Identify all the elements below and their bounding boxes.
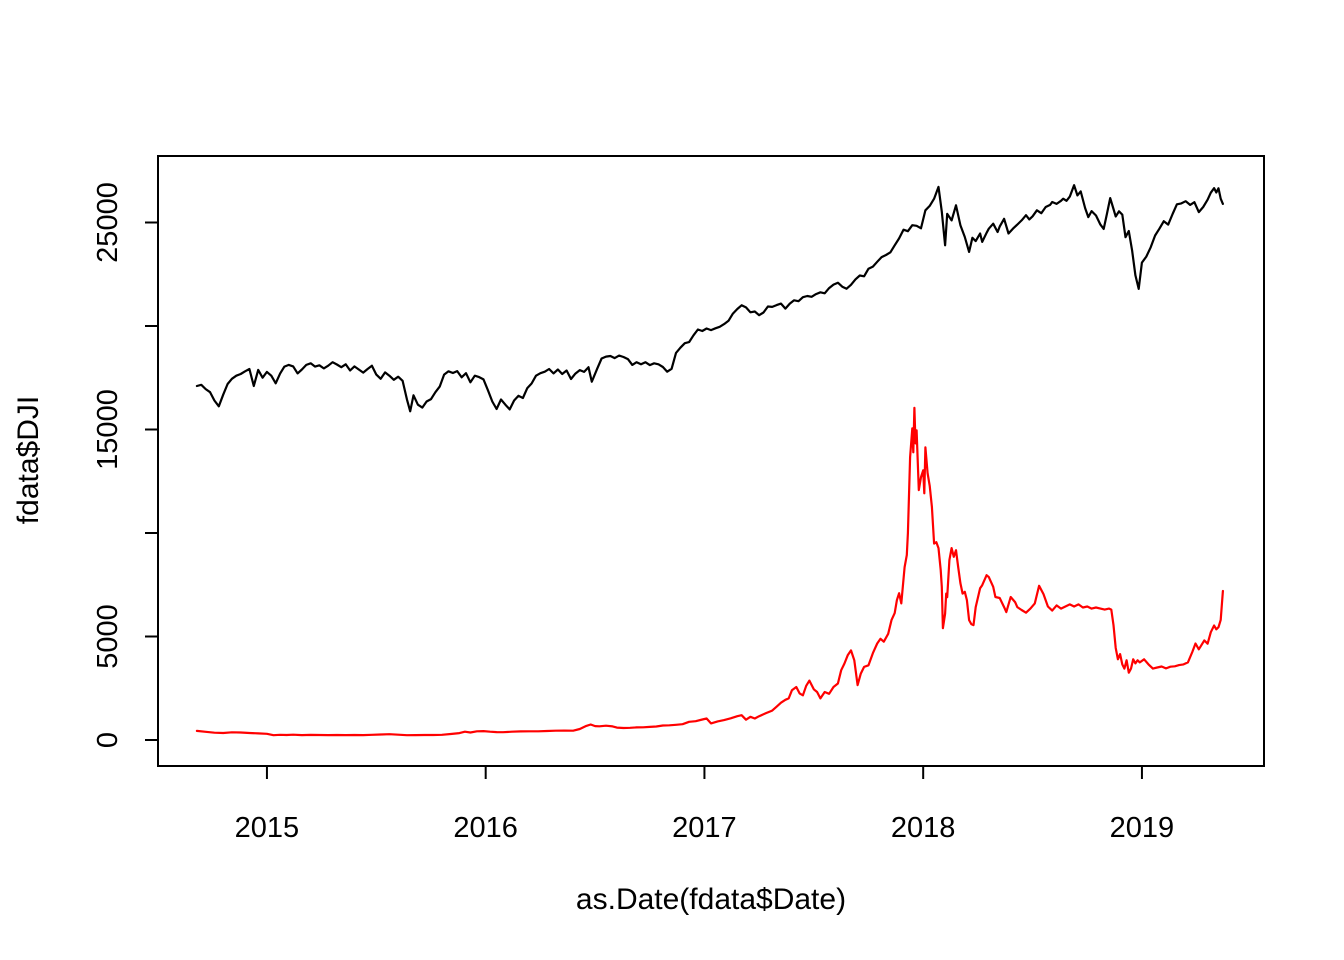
y-tick-label: 0 (92, 732, 124, 748)
x-tick-label: 2019 (1110, 812, 1175, 844)
x-tick-label: 2018 (891, 812, 956, 844)
y-axis-title: fdata$DJI (12, 396, 45, 524)
dji-line (195, 184, 1225, 413)
red-series-line (195, 406, 1225, 737)
x-tick-label: 2016 (453, 812, 518, 844)
y-tick-label: 15000 (92, 389, 124, 470)
y-axis-ticks: 0 5000 15000 25000 (92, 182, 158, 748)
x-tick-label: 2015 (235, 812, 300, 844)
series-lines (195, 184, 1225, 737)
plot-border-box (157, 155, 1265, 767)
y-tick-label: 5000 (92, 604, 124, 669)
x-axis-title: as.Date(fdata$Date) (576, 883, 846, 916)
x-tick-label: 2017 (672, 812, 737, 844)
x-axis-ticks: 2015 2016 2017 2018 2019 (235, 766, 1175, 844)
y-tick-label: 25000 (92, 182, 124, 263)
